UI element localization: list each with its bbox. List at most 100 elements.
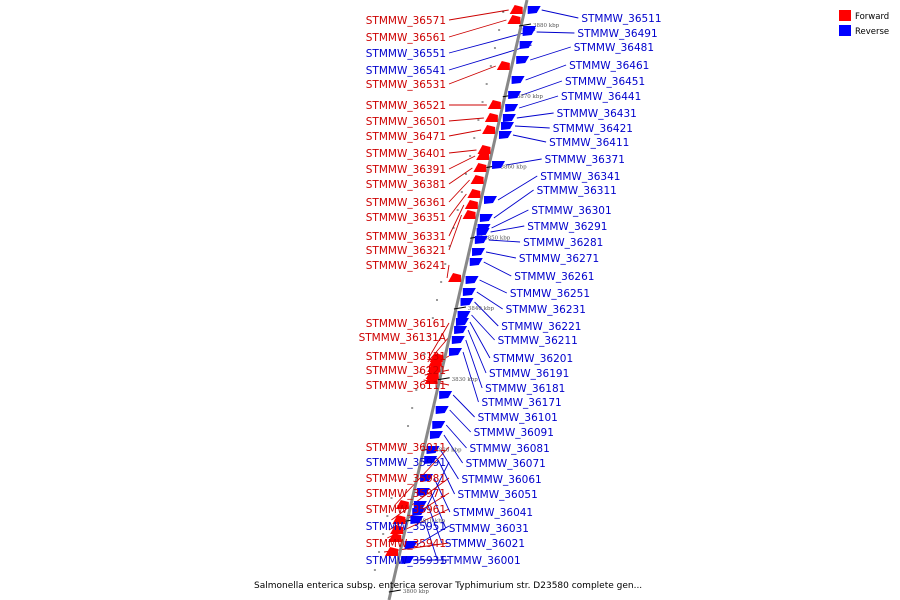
gene-feature-stmmw_36391[interactable] bbox=[476, 151, 490, 160]
gene-label-stmmw_36021[interactable]: STMMW_36021 bbox=[445, 538, 525, 550]
gene-feature-stmmw_35981[interactable] bbox=[392, 515, 406, 524]
gene-feature-stmmw_36131[interactable] bbox=[427, 363, 441, 372]
gene-label-stmmw_35931[interactable]: STMMW_35931 bbox=[366, 555, 446, 567]
gene-label-stmmw_36131[interactable]: STMMW_36131 bbox=[366, 351, 446, 363]
gene-label-stmmw_35981[interactable]: STMMW_35981 bbox=[366, 473, 446, 485]
gene-label-stmmw_36281[interactable]: STMMW_36281 bbox=[523, 237, 603, 249]
gene-label-stmmw_36101[interactable]: STMMW_36101 bbox=[478, 412, 558, 424]
gene-label-stmmw_36081[interactable]: STMMW_36081 bbox=[470, 443, 550, 455]
gene-feature-stmmw_36211[interactable] bbox=[457, 311, 471, 319]
gene-label-stmmw_36231[interactable]: STMMW_36231 bbox=[506, 304, 586, 316]
gene-label-stmmw_36551[interactable]: STMMW_36551 bbox=[366, 48, 446, 60]
gene-label-stmmw_36051[interactable]: STMMW_36051 bbox=[458, 489, 538, 501]
gene-feature-stmmw_36201[interactable] bbox=[455, 318, 469, 326]
gene-feature-stmmw_36171[interactable] bbox=[449, 348, 463, 356]
gene-feature-stmmw_36531[interactable] bbox=[496, 61, 510, 70]
gene-label-stmmw_36321[interactable]: STMMW_36321 bbox=[366, 245, 446, 257]
gene-label-stmmw_36541[interactable]: STMMW_36541 bbox=[366, 65, 446, 77]
gene-feature-stmmw_36451[interactable] bbox=[508, 91, 522, 99]
gene-label-stmmw_35991[interactable]: STMMW_35991 bbox=[366, 457, 446, 469]
gene-label-stmmw_36331[interactable]: STMMW_36331 bbox=[366, 231, 446, 243]
gene-feature-stmmw_36091[interactable] bbox=[435, 406, 449, 414]
gene-label-stmmw_36371[interactable]: STMMW_36371 bbox=[545, 154, 625, 166]
gene-feature-stmmw_36191[interactable] bbox=[454, 326, 468, 334]
gene-label-stmmw_36111[interactable]: STMMW_36111 bbox=[366, 380, 446, 392]
gene-feature-stmmw_35991[interactable] bbox=[412, 508, 426, 516]
gene-label-stmmw_36201[interactable]: STMMW_36201 bbox=[493, 353, 573, 365]
gene-label-stmmw_36011[interactable]: STMMW_36011 bbox=[366, 442, 446, 454]
gene-feature-stmmw_36521[interactable] bbox=[487, 100, 501, 109]
gene-label-stmmw_36171[interactable]: STMMW_36171 bbox=[481, 397, 561, 409]
gene-label-stmmw_36251[interactable]: STMMW_36251 bbox=[510, 288, 590, 300]
gene-feature-stmmw_36001[interactable] bbox=[410, 516, 424, 524]
gene-label-stmmw_35961[interactable]: STMMW_35961 bbox=[366, 504, 446, 516]
gene-label-stmmw_35951[interactable]: STMMW_35951 bbox=[366, 521, 446, 533]
gene-label-stmmw_36031[interactable]: STMMW_36031 bbox=[449, 523, 529, 535]
gene-label-stmmw_36461[interactable]: STMMW_36461 bbox=[569, 60, 649, 72]
gene-label-stmmw_36161[interactable]: STMMW_36161 bbox=[366, 318, 446, 330]
gene-label-stmmw_36041[interactable]: STMMW_36041 bbox=[453, 507, 533, 519]
gene-feature-stmmw_36571[interactable] bbox=[509, 5, 523, 14]
gene-feature-stmmw_35941[interactable] bbox=[385, 547, 399, 556]
gene-label-stmmw_36061[interactable]: STMMW_36061 bbox=[461, 474, 541, 486]
gene-label-stmmw_36341[interactable]: STMMW_36341 bbox=[540, 171, 620, 183]
gene-label-stmmw_36131a[interactable]: STMMW_36131A bbox=[359, 332, 447, 344]
gene-feature-stmmw_36421[interactable] bbox=[501, 122, 515, 130]
gene-label-stmmw_36301[interactable]: STMMW_36301 bbox=[531, 205, 611, 217]
gene-label-stmmw_36121[interactable]: STMMW_36121 bbox=[366, 365, 446, 377]
gene-label-stmmw_36471[interactable]: STMMW_36471 bbox=[366, 131, 446, 143]
gene-feature-stmmw_36271[interactable] bbox=[472, 248, 486, 256]
gene-label-stmmw_36521[interactable]: STMMW_36521 bbox=[366, 100, 446, 112]
gene-feature-stmmw_36471[interactable] bbox=[482, 125, 496, 134]
gene-feature-stmmw_36511[interactable] bbox=[527, 6, 541, 14]
gene-feature-stmmw_36051[interactable] bbox=[424, 456, 438, 464]
gene-feature-stmmw_35951[interactable] bbox=[404, 541, 418, 549]
gene-label-stmmw_36511[interactable]: STMMW_36511 bbox=[581, 13, 661, 25]
gene-feature-stmmw_36071[interactable] bbox=[429, 431, 443, 439]
gene-label-stmmw_36531[interactable]: STMMW_36531 bbox=[366, 79, 446, 91]
gene-feature-stmmw_35961[interactable] bbox=[388, 533, 402, 542]
gene-label-stmmw_36431[interactable]: STMMW_36431 bbox=[557, 108, 637, 120]
gene-feature-stmmw_36231[interactable] bbox=[462, 288, 476, 296]
gene-feature-stmmw_36561[interactable] bbox=[507, 15, 521, 24]
gene-feature-stmmw_36101[interactable] bbox=[439, 391, 453, 399]
gene-feature-stmmw_36431[interactable] bbox=[502, 114, 516, 122]
gene-label-stmmw_36181[interactable]: STMMW_36181 bbox=[485, 383, 565, 395]
gene-feature-stmmw_36061[interactable] bbox=[426, 446, 440, 454]
gene-label-stmmw_36361[interactable]: STMMW_36361 bbox=[366, 197, 446, 209]
gene-label-stmmw_36391[interactable]: STMMW_36391 bbox=[366, 164, 446, 176]
gene-label-stmmw_36411[interactable]: STMMW_36411 bbox=[549, 137, 629, 149]
gene-feature-stmmw_36331[interactable] bbox=[464, 200, 478, 209]
gene-feature-stmmw_36491[interactable] bbox=[522, 28, 536, 36]
gene-feature-stmmw_35971[interactable] bbox=[390, 525, 404, 534]
gene-label-stmmw_36311[interactable]: STMMW_36311 bbox=[537, 185, 617, 197]
gene-label-stmmw_36001[interactable]: STMMW_36001 bbox=[440, 555, 520, 567]
gene-label-stmmw_36261[interactable]: STMMW_36261 bbox=[514, 271, 594, 283]
gene-label-stmmw_36241[interactable]: STMMW_36241 bbox=[366, 260, 446, 272]
gene-label-stmmw_36561[interactable]: STMMW_36561 bbox=[366, 32, 446, 44]
gene-label-stmmw_36481[interactable]: STMMW_36481 bbox=[574, 42, 654, 54]
gene-feature-stmmw_36351[interactable] bbox=[467, 189, 481, 198]
gene-feature-stmmw_36501[interactable] bbox=[484, 113, 498, 122]
gene-feature-stmmw_36081[interactable] bbox=[432, 421, 446, 429]
gene-feature-stmmw_36281[interactable] bbox=[474, 236, 488, 244]
gene-feature-stmmw_36021[interactable] bbox=[413, 501, 427, 509]
gene-feature-stmmw_36441[interactable] bbox=[505, 104, 519, 112]
gene-label-stmmw_36351[interactable]: STMMW_36351 bbox=[366, 212, 446, 224]
gene-feature-stmmw_36361[interactable] bbox=[470, 175, 484, 184]
gene-label-stmmw_36071[interactable]: STMMW_36071 bbox=[466, 458, 546, 470]
gene-label-stmmw_35941[interactable]: STMMW_35941 bbox=[366, 538, 446, 550]
gene-feature-stmmw_36341[interactable] bbox=[484, 196, 497, 204]
gene-feature-stmmw_36011[interactable] bbox=[395, 500, 409, 509]
gene-feature-stmmw_36241[interactable] bbox=[448, 273, 462, 282]
gene-feature-stmmw_36031[interactable] bbox=[416, 488, 430, 496]
gene-feature-stmmw_36381[interactable] bbox=[473, 163, 487, 172]
gene-feature-stmmw_36461[interactable] bbox=[511, 76, 525, 84]
gene-label-stmmw_36571[interactable]: STMMW_36571 bbox=[366, 15, 446, 27]
gene-label-stmmw_36401[interactable]: STMMW_36401 bbox=[366, 148, 446, 160]
gene-label-stmmw_36451[interactable]: STMMW_36451 bbox=[565, 76, 645, 88]
gene-feature-stmmw_36311[interactable] bbox=[479, 214, 493, 222]
gene-label-stmmw_36211[interactable]: STMMW_36211 bbox=[498, 335, 578, 347]
gene-feature-stmmw_36221[interactable] bbox=[460, 298, 474, 306]
gene-feature-stmmw_36261[interactable] bbox=[469, 258, 483, 266]
